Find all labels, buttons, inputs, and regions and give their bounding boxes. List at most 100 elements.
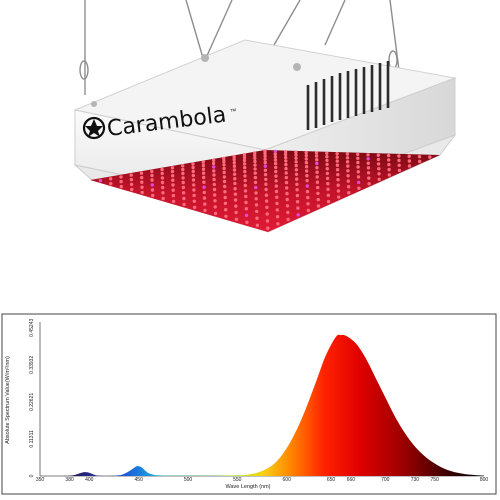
led-dot bbox=[233, 177, 237, 181]
led-dot bbox=[284, 175, 288, 180]
led-dot bbox=[191, 162, 195, 166]
led-dot bbox=[377, 177, 381, 181]
led-dot bbox=[98, 178, 103, 183]
led-dot bbox=[192, 205, 197, 210]
led-dot bbox=[295, 200, 300, 204]
led-dot bbox=[387, 173, 391, 177]
led-dot bbox=[212, 187, 217, 192]
led-dot bbox=[304, 157, 308, 161]
led-dot bbox=[192, 183, 196, 187]
led-dot bbox=[294, 153, 298, 157]
led-dot bbox=[366, 166, 371, 170]
x-tick-label: 400 bbox=[85, 477, 94, 483]
led-dot bbox=[286, 210, 290, 215]
led-dot bbox=[264, 187, 268, 192]
led-dot bbox=[294, 160, 298, 164]
led-dot bbox=[211, 158, 216, 162]
led-dot bbox=[181, 167, 185, 172]
led-dot bbox=[263, 160, 267, 165]
led-dot bbox=[346, 164, 350, 168]
led-dot bbox=[181, 176, 185, 180]
led-dot bbox=[181, 180, 185, 185]
led-dot bbox=[316, 191, 320, 196]
led-dot bbox=[222, 175, 227, 179]
led-dot bbox=[356, 160, 360, 165]
led-dot bbox=[283, 152, 288, 157]
led-dot bbox=[181, 191, 186, 195]
led-dot bbox=[304, 150, 308, 155]
led-dot bbox=[284, 166, 288, 171]
led-dot bbox=[325, 171, 330, 176]
led-dot bbox=[336, 178, 340, 182]
led-dot bbox=[284, 155, 288, 160]
led-dot bbox=[171, 178, 175, 182]
led-dot bbox=[325, 151, 329, 155]
led-dot bbox=[316, 185, 320, 190]
led-dot bbox=[150, 183, 154, 187]
led-dot bbox=[253, 171, 257, 175]
led-dot bbox=[213, 199, 217, 203]
led-dot bbox=[191, 169, 195, 174]
led-dot bbox=[244, 200, 248, 205]
led-dot bbox=[119, 184, 124, 189]
led-dot bbox=[274, 165, 278, 170]
led-dot bbox=[305, 178, 309, 183]
led-dot bbox=[295, 182, 299, 186]
led-dot bbox=[192, 188, 196, 192]
led-dot bbox=[397, 158, 401, 163]
led-dot bbox=[171, 199, 176, 204]
y-axis-ticks: 0 0.11311 0.22621 0.33932 0.45243 bbox=[29, 319, 35, 478]
led-dot bbox=[119, 179, 123, 184]
y-tick-label: 0.11311 bbox=[29, 430, 35, 448]
led-dot bbox=[266, 226, 270, 230]
led-dot bbox=[284, 159, 288, 163]
led-dot bbox=[192, 199, 196, 203]
led-dot bbox=[387, 162, 391, 167]
led-dot bbox=[366, 171, 371, 175]
led-dot bbox=[273, 155, 278, 159]
led-dot bbox=[232, 168, 237, 172]
led-dot bbox=[366, 157, 370, 161]
x-tick-label: 650 bbox=[327, 477, 336, 483]
led-dot bbox=[326, 199, 331, 204]
led-dot bbox=[428, 155, 432, 159]
led-dot bbox=[213, 193, 217, 197]
x-tick-label: 750 bbox=[431, 477, 440, 483]
led-dot bbox=[150, 178, 154, 182]
led-dot bbox=[234, 210, 238, 215]
led-dot bbox=[233, 198, 238, 202]
led-dot bbox=[314, 151, 319, 155]
led-dot bbox=[253, 167, 257, 171]
led-dot bbox=[140, 190, 144, 195]
led-dot bbox=[315, 180, 320, 184]
led-dot bbox=[202, 180, 206, 184]
led-dot bbox=[223, 184, 227, 189]
led-dot bbox=[274, 189, 279, 194]
led-dot bbox=[232, 161, 236, 165]
led-dot bbox=[263, 157, 267, 161]
led-dot bbox=[397, 154, 401, 158]
led-dot bbox=[376, 153, 380, 157]
x-axis-label: Wave Length (nm) bbox=[225, 484, 270, 490]
led-dot bbox=[244, 207, 248, 211]
led-dot bbox=[296, 213, 300, 217]
x-tick-label: 700 bbox=[381, 477, 390, 483]
led-dot bbox=[295, 193, 300, 198]
led-dot bbox=[305, 189, 310, 194]
led-dot bbox=[346, 179, 350, 183]
trademark-mark: ™ bbox=[229, 108, 237, 116]
led-dot bbox=[337, 195, 341, 199]
led-dot bbox=[314, 154, 319, 158]
led-dot bbox=[129, 177, 134, 182]
led-dot bbox=[203, 208, 207, 213]
led-dot bbox=[243, 169, 247, 174]
led-dot bbox=[263, 168, 268, 172]
led-dot bbox=[285, 204, 290, 208]
led-dot bbox=[223, 190, 227, 194]
led-dot bbox=[264, 199, 269, 203]
led-dot bbox=[335, 152, 339, 156]
led-dot bbox=[222, 156, 226, 161]
led-dot bbox=[212, 182, 216, 187]
led-dot bbox=[276, 222, 280, 226]
spectrum-series bbox=[40, 334, 484, 476]
